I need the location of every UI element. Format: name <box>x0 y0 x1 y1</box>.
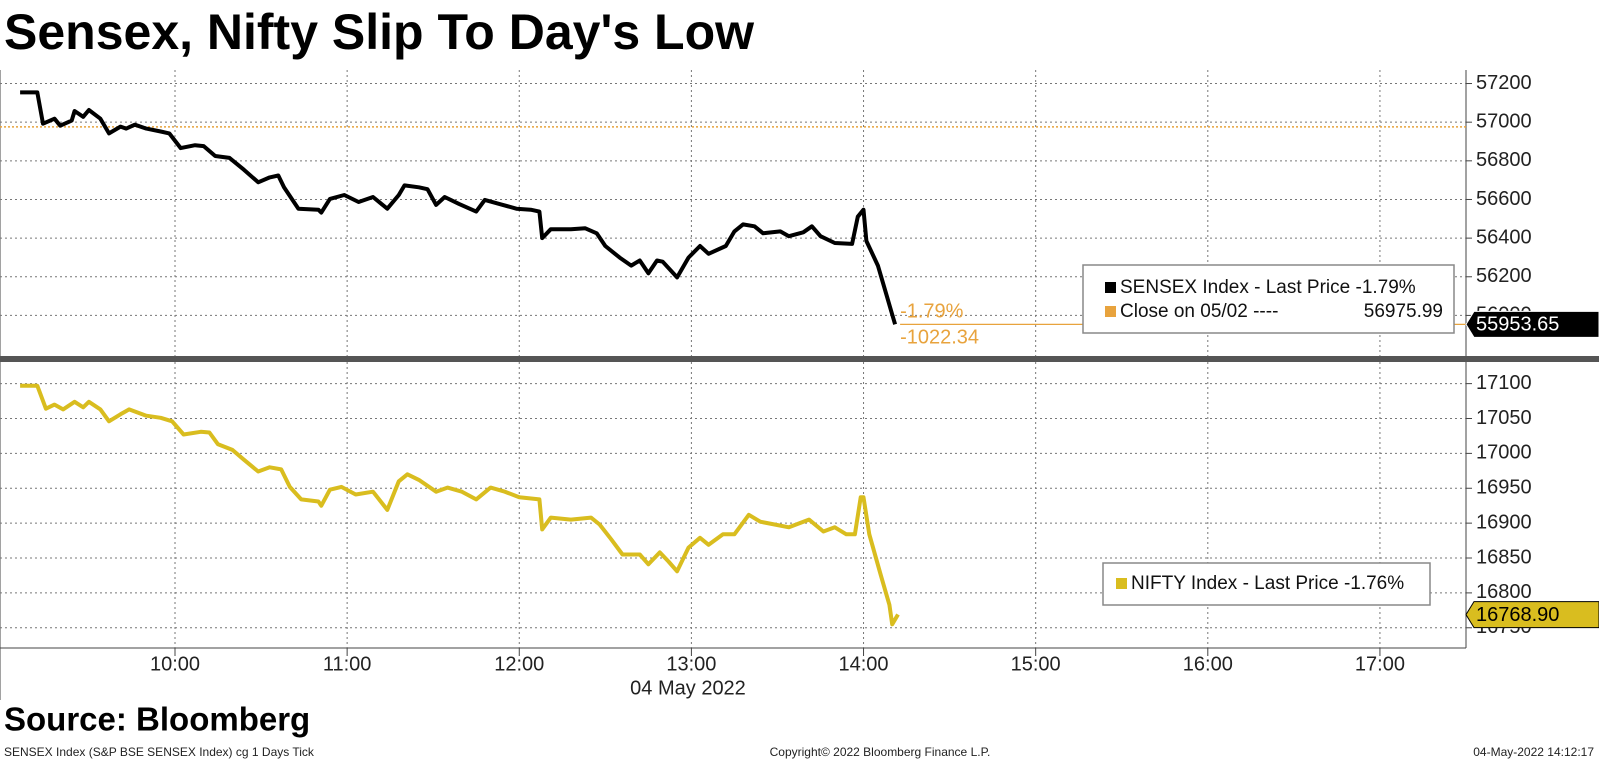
y-tick-label: 56400 <box>1476 226 1532 248</box>
source: Source: Bloomberg <box>4 701 310 738</box>
x-tick-label: 17:00 <box>1355 653 1405 675</box>
legend-swatch <box>1116 578 1127 589</box>
x-tick-label: 10:00 <box>150 653 200 675</box>
y-tick-label: 17050 <box>1476 407 1532 429</box>
footer-center: Copyright© 2022 Bloomberg Finance L.P. <box>770 745 991 759</box>
y-tick-label: 17100 <box>1476 372 1532 394</box>
y-tick-label: 16900 <box>1476 511 1532 533</box>
y-tick-label: 56200 <box>1476 265 1532 287</box>
series-line <box>20 383 900 627</box>
panel-separator <box>0 356 1599 362</box>
legend-label: NIFTY Index - Last Price -1.76% <box>1131 573 1404 594</box>
title: Sensex, Nifty Slip To Day's Low <box>4 4 754 60</box>
last-price-label: 55953.65 <box>1476 314 1559 336</box>
y-tick-label: 16800 <box>1476 581 1532 603</box>
y-tick-label: 57200 <box>1476 72 1532 94</box>
legend-swatch <box>1105 282 1116 293</box>
y-tick-label: 56600 <box>1476 188 1532 210</box>
last-price-label: 16768.90 <box>1476 604 1559 626</box>
footer-left: SENSEX Index (S&P BSE SENSEX Index) cg 1… <box>4 745 315 759</box>
change-annotation: -1.79% <box>900 301 964 323</box>
x-tick-label: 15:00 <box>1011 653 1061 675</box>
y-tick-label: 16950 <box>1476 477 1532 499</box>
legend-value: 56975.99 <box>1364 301 1443 322</box>
x-tick-label: 13:00 <box>666 653 716 675</box>
x-tick-label: 11:00 <box>323 653 372 675</box>
legend-label: SENSEX Index - Last Price -1.79% <box>1120 277 1416 298</box>
x-tick-label: 16:00 <box>1183 653 1233 675</box>
legend-box <box>1082 264 1455 334</box>
change-annotation: -1022.34 <box>900 327 979 349</box>
last-price-box <box>1465 601 1599 629</box>
legend-label: Close on 05/02 ---- <box>1120 301 1278 322</box>
last-price-box <box>1465 310 1599 338</box>
legend-swatch <box>1105 306 1116 317</box>
x-tick-label: 14:00 <box>839 653 889 675</box>
y-tick-label: 56800 <box>1476 149 1532 171</box>
x-tick-label: 12:00 <box>494 653 544 675</box>
y-tick-label: 17000 <box>1476 442 1532 464</box>
footer-right: 04-May-2022 14:12:17 <box>1473 745 1594 759</box>
legend-box <box>1102 562 1431 606</box>
x-axis-label: 04 May 2022 <box>630 677 746 699</box>
y-tick-label: 16850 <box>1476 546 1532 568</box>
y-tick-label: 57000 <box>1476 110 1532 132</box>
series-line <box>20 90 898 325</box>
